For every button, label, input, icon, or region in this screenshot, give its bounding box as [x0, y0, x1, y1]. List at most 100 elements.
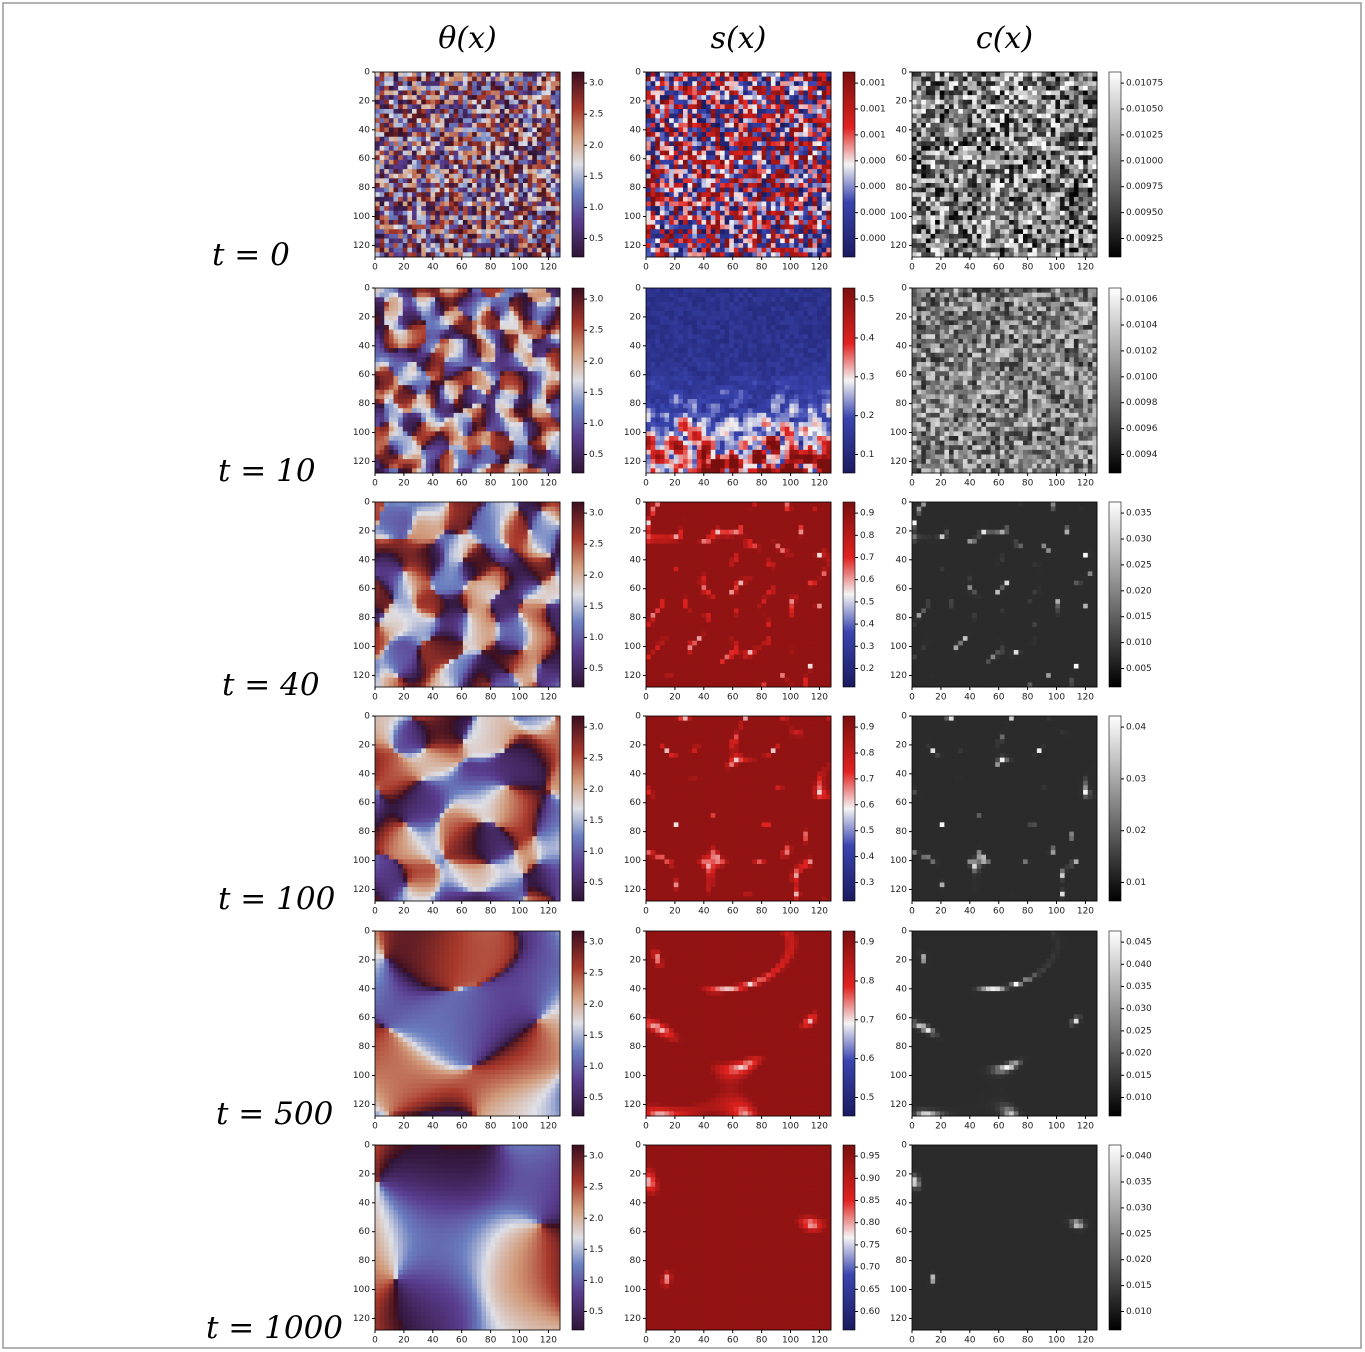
heatmap-cell — [1000, 183, 1005, 188]
heatmap-cell — [454, 95, 459, 100]
heatmap-cell — [697, 160, 702, 165]
heatmap-cell — [678, 188, 683, 193]
heatmap-cell — [729, 239, 734, 244]
heatmap-cell — [435, 151, 440, 156]
heatmap-cell — [660, 72, 665, 77]
heatmap-cell — [748, 248, 753, 253]
x-tick-label: 120 — [811, 263, 828, 273]
heatmap-cell — [509, 141, 514, 146]
row-label: t = 0 — [212, 237, 290, 273]
heatmap-cell — [776, 146, 781, 151]
heatmap-cell — [463, 114, 468, 119]
heatmap-cell — [697, 229, 702, 234]
heatmap-cell — [1005, 206, 1010, 211]
heatmap-cell — [551, 178, 556, 183]
heatmap-cell — [940, 146, 945, 151]
heatmap-cell — [720, 202, 725, 207]
heatmap-cell — [931, 188, 936, 193]
heatmap-cell — [1083, 141, 1088, 146]
heatmap-cell — [532, 288, 537, 293]
heatmap-cell — [551, 288, 556, 293]
heatmap-cell — [1046, 95, 1051, 100]
heatmap-cell — [968, 234, 973, 239]
heatmap-cell — [817, 243, 822, 248]
heatmap-cell — [762, 215, 767, 220]
heatmap-cell — [1055, 165, 1060, 170]
heatmap-cell — [1000, 132, 1005, 137]
heatmap-cell — [1009, 202, 1014, 207]
heatmap-cell — [720, 118, 725, 123]
heatmap-cell — [720, 128, 725, 133]
heatmap-cell — [1032, 174, 1037, 179]
heatmap-cell — [1032, 160, 1037, 165]
heatmap-cell — [1037, 211, 1042, 216]
heatmap-cell — [743, 229, 748, 234]
heatmap-cell — [949, 206, 954, 211]
heatmap-cell — [995, 100, 1000, 105]
heatmap-cell — [688, 211, 693, 216]
heatmap-cell — [646, 215, 651, 220]
heatmap-cell — [431, 95, 436, 100]
heatmap-cell — [1000, 104, 1005, 109]
heatmap-cell — [431, 178, 436, 183]
heatmap-cell — [1028, 192, 1033, 197]
heatmap-cell — [532, 91, 537, 96]
heatmap-cell — [491, 151, 496, 156]
heatmap-cell — [407, 72, 412, 77]
heatmap-cell — [921, 114, 926, 119]
heatmap-cell — [981, 141, 986, 146]
heatmap-cell — [384, 174, 389, 179]
heatmap-cell — [803, 197, 808, 202]
heatmap-cell — [771, 100, 776, 105]
heatmap-cell — [449, 137, 454, 142]
heatmap-cell — [1088, 243, 1093, 248]
heatmap-cell — [748, 114, 753, 119]
heatmap-cell — [715, 183, 720, 188]
heatmap-cell — [949, 183, 954, 188]
heatmap-cell — [1088, 100, 1093, 105]
heatmap-cell — [931, 229, 936, 234]
heatmap-cell — [720, 109, 725, 114]
heatmap-cell — [776, 91, 781, 96]
heatmap-cell — [537, 81, 542, 86]
heatmap-cell — [454, 86, 459, 91]
heatmap-cell — [944, 169, 949, 174]
heatmap-cell — [380, 95, 385, 100]
heatmap-cell — [1000, 81, 1005, 86]
heatmap-cell — [674, 109, 679, 114]
heatmap-cell — [748, 95, 753, 100]
heatmap-cell — [822, 86, 827, 91]
heatmap-cell — [739, 234, 744, 239]
heatmap-cell — [472, 220, 477, 225]
heatmap-cell — [697, 206, 702, 211]
heatmap-cell — [912, 165, 917, 170]
heatmap-cell — [1032, 100, 1037, 105]
heatmap-cell — [995, 178, 1000, 183]
heatmap-cell — [546, 169, 551, 174]
heatmap-cell — [1032, 77, 1037, 82]
heatmap-cell — [412, 114, 417, 119]
y-tick-label: 80 — [896, 183, 908, 193]
heatmap-cell — [669, 239, 674, 244]
heatmap-cell — [720, 104, 725, 109]
heatmap-cell — [472, 211, 477, 216]
heatmap-cell — [981, 183, 986, 188]
heatmap-cell — [537, 109, 542, 114]
heatmap-cell — [1032, 109, 1037, 114]
heatmap-cell — [1028, 234, 1033, 239]
heatmap-cell — [407, 169, 412, 174]
heatmap-cell — [468, 225, 473, 230]
heatmap-cell — [752, 183, 757, 188]
heatmap-cell — [458, 206, 463, 211]
heatmap-cell — [711, 81, 716, 86]
heatmap-cell — [472, 165, 477, 170]
heatmap-cell — [1069, 77, 1074, 82]
heatmap-cell — [729, 132, 734, 137]
heatmap-cell — [678, 183, 683, 188]
heatmap-cell — [1065, 225, 1070, 230]
heatmap-cell — [651, 104, 656, 109]
heatmap-cell — [739, 206, 744, 211]
heatmap-cell — [651, 192, 656, 197]
heatmap-cell — [551, 165, 556, 170]
heatmap-cell — [665, 197, 670, 202]
